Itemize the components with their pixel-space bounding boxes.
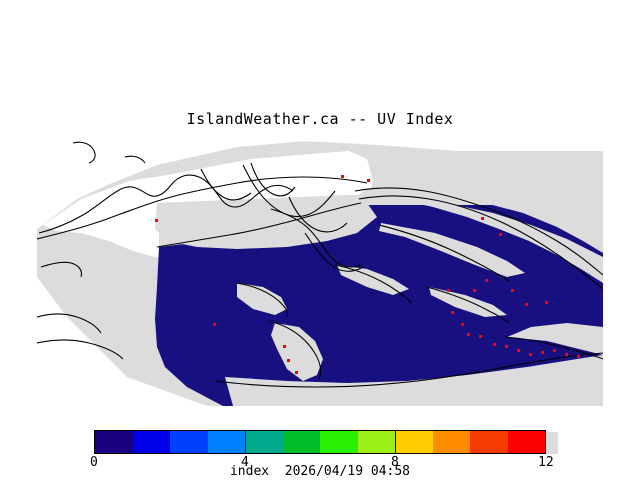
station-marker bbox=[525, 303, 528, 306]
coastline-small-isle-1 bbox=[72, 141, 96, 164]
station-marker bbox=[553, 349, 556, 352]
station-marker bbox=[155, 219, 158, 222]
coastline-island-chain-c bbox=[426, 286, 510, 324]
station-marker bbox=[213, 323, 216, 326]
colorbar-segment-7-8 bbox=[357, 431, 395, 453]
island-chain-lower bbox=[429, 287, 507, 317]
station-marker bbox=[565, 353, 568, 356]
colorbar-label-12: 12 bbox=[538, 455, 554, 470]
coastline-west-offshore bbox=[40, 261, 83, 278]
coastline-small-isle-2 bbox=[124, 155, 146, 164]
coastline-central bbox=[270, 208, 362, 268]
colorbar-label-0: 0 bbox=[90, 455, 98, 470]
colorbar-tick-8 bbox=[395, 430, 396, 454]
coastline-island-chain-a bbox=[378, 224, 510, 282]
colorbar-segment-3-4 bbox=[207, 431, 245, 453]
coast-grey-wedge bbox=[159, 195, 603, 283]
station-marker bbox=[283, 345, 286, 348]
coastline-south-mainland bbox=[304, 232, 364, 272]
colorbar-segment-2-3 bbox=[170, 431, 208, 453]
station-marker bbox=[577, 355, 580, 358]
coastline-deep-inlet bbox=[288, 196, 348, 233]
station-marker bbox=[545, 301, 548, 304]
colorbar-segment-9-10 bbox=[432, 431, 470, 453]
coastline-island-inner bbox=[358, 195, 603, 290]
colorbar-segment-11-12 bbox=[507, 431, 545, 453]
land-over-data-layer bbox=[155, 189, 603, 406]
colorbar-tick-4 bbox=[245, 430, 246, 454]
station-marker bbox=[517, 349, 520, 352]
station-marker bbox=[505, 345, 508, 348]
coastline-inlet-1 bbox=[200, 168, 252, 201]
gulf-islands-cluster bbox=[237, 283, 287, 315]
colorbar[interactable] bbox=[94, 430, 558, 454]
southern-island-grey bbox=[507, 323, 603, 355]
olympic-peninsula-grey bbox=[225, 355, 603, 406]
coastline-strait bbox=[156, 202, 362, 248]
station-marker bbox=[467, 333, 470, 336]
colorbar-segment-6-7 bbox=[320, 431, 358, 453]
colorbar-label-8: 8 bbox=[391, 455, 399, 470]
colorbar-segment-1-2 bbox=[132, 431, 170, 453]
colorbar-caption: index 2026/04/19 04:58 bbox=[229, 464, 410, 479]
map-canvas bbox=[37, 137, 603, 406]
station-marker bbox=[493, 343, 496, 346]
colorbar-gradient[interactable] bbox=[94, 430, 546, 454]
colorbar-segment-5-6 bbox=[282, 431, 320, 453]
station-marker bbox=[461, 323, 464, 326]
station-marker bbox=[367, 179, 370, 182]
station-marker bbox=[511, 289, 514, 292]
station-marker bbox=[287, 359, 290, 362]
coastline-northwest bbox=[38, 174, 294, 234]
station-marker bbox=[341, 175, 344, 178]
station-marker bbox=[451, 311, 454, 314]
coastline-south-island bbox=[504, 336, 603, 360]
page-title: IslandWeather.ca -- UV Index bbox=[186, 110, 454, 128]
coastline-south bbox=[214, 352, 603, 388]
station-marker bbox=[473, 289, 476, 292]
station-marker bbox=[481, 217, 484, 220]
station-marker bbox=[529, 353, 532, 356]
colorbar-over-swatch bbox=[546, 432, 558, 454]
coastline-island-north bbox=[354, 187, 603, 276]
no-data-landmass bbox=[37, 137, 603, 229]
station-marker bbox=[499, 233, 502, 236]
map-plot-area[interactable] bbox=[37, 137, 603, 406]
colorbar-label-4: 4 bbox=[241, 455, 249, 470]
coastline-gulf-islands bbox=[234, 282, 289, 318]
coastline-saanich bbox=[268, 320, 322, 380]
station-marker-layer bbox=[155, 175, 580, 374]
station-marker bbox=[447, 289, 450, 292]
station-marker bbox=[295, 371, 298, 374]
colorbar-segment-8-9 bbox=[395, 431, 433, 453]
coastline-west-offshore-3 bbox=[37, 339, 124, 360]
coastline-inlet-2 bbox=[250, 162, 296, 197]
coastline-west-offshore-2 bbox=[37, 313, 102, 334]
station-marker bbox=[541, 351, 544, 354]
coastline-island-chain-b bbox=[334, 264, 412, 304]
colorbar-segment-4-5 bbox=[245, 431, 283, 453]
saanich-peninsula bbox=[271, 323, 323, 381]
vancouver-island bbox=[355, 189, 603, 253]
colorbar-segment-10-11 bbox=[470, 431, 508, 453]
station-marker bbox=[479, 335, 482, 338]
coastline-layer bbox=[37, 141, 603, 388]
station-marker bbox=[485, 279, 488, 282]
colorbar-segment-0-1 bbox=[95, 431, 133, 453]
coastline-diagonal-main bbox=[37, 176, 368, 240]
